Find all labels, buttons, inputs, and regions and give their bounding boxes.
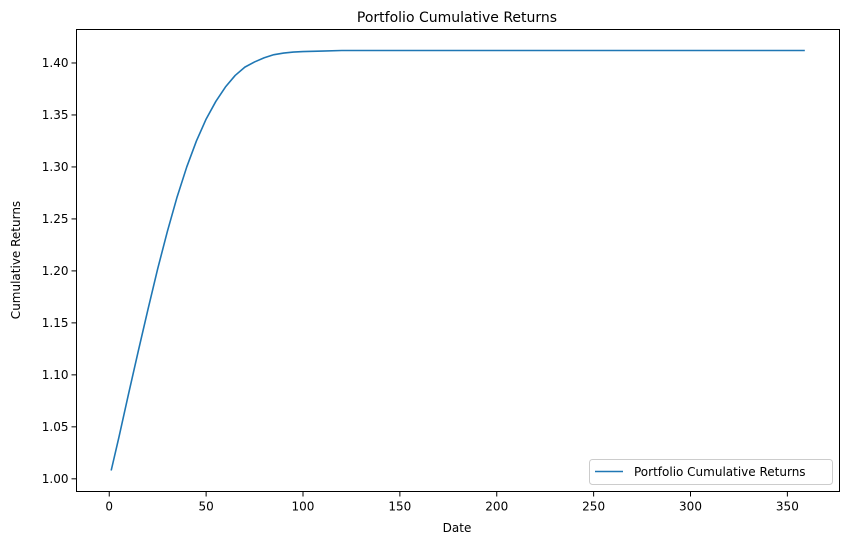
- y-tick-label: 1.40: [42, 56, 69, 70]
- x-tick-label: 250: [582, 500, 605, 514]
- y-tick-label: 1.05: [42, 420, 69, 434]
- y-axis-label: Cumulative Returns: [9, 201, 23, 319]
- y-tick-label: 1.35: [42, 108, 69, 122]
- y-tick-label: 1.30: [42, 160, 69, 174]
- x-tick-label: 200: [485, 500, 508, 514]
- chart-title: Portfolio Cumulative Returns: [357, 10, 557, 26]
- legend: Portfolio Cumulative Returns: [589, 459, 833, 485]
- y-tick-label: 1.20: [42, 264, 69, 278]
- x-tick-label: 300: [679, 500, 702, 514]
- y-tick-label: 1.10: [42, 368, 69, 382]
- x-tick-label: 0: [105, 500, 113, 514]
- y-tick-label: 1.00: [42, 472, 69, 486]
- x-tick-label: 350: [776, 500, 799, 514]
- x-tick-label: 100: [292, 500, 315, 514]
- series-line: [110, 49, 805, 471]
- x-tick-label: 150: [388, 500, 411, 514]
- x-axis: 0 50 100 150 200 250 300 350: [105, 491, 799, 514]
- x-tick-label: 50: [198, 500, 213, 514]
- x-axis-label: Date: [443, 521, 472, 535]
- plot-frame: [76, 29, 840, 492]
- y-axis: 1.00 1.05 1.10 1.15 1.20 1.25 1.30 1.35 1.40: [42, 56, 77, 486]
- legend-label: Portfolio Cumulative Returns: [634, 465, 806, 479]
- plot-area: [110, 49, 805, 471]
- y-tick-label: 1.15: [42, 316, 69, 330]
- legend-box: [589, 459, 833, 485]
- y-tick-label: 1.25: [42, 212, 69, 226]
